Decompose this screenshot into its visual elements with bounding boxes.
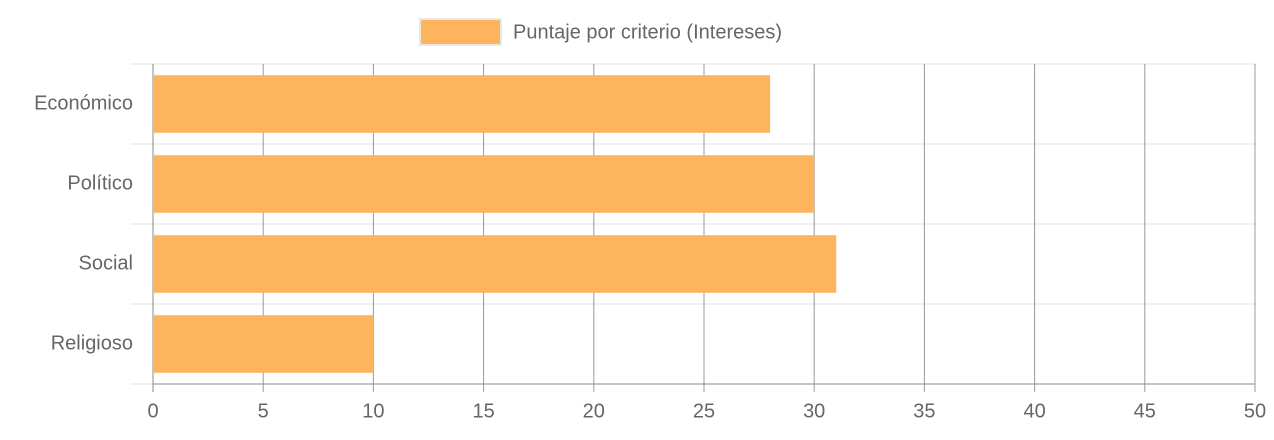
legend-swatch — [419, 18, 502, 46]
x-tick-label: 30 — [803, 400, 825, 422]
x-tick-label: 40 — [1023, 400, 1045, 422]
x-tick-label: 45 — [1134, 400, 1156, 422]
bar — [153, 315, 374, 373]
y-tick-label: Religioso — [51, 332, 133, 354]
y-tick-label: Social — [79, 252, 133, 274]
x-tick-label: 5 — [258, 400, 269, 422]
x-tick-label: 35 — [913, 400, 935, 422]
y-tick-label: Político — [67, 172, 133, 194]
x-tick-label: 25 — [693, 400, 715, 422]
x-tick-label: 20 — [583, 400, 605, 422]
legend-label: Puntaje por criterio (Intereses) — [513, 21, 782, 43]
bar — [153, 155, 815, 213]
legend: Puntaje por criterio (Intereses) — [419, 18, 782, 46]
x-tick-label: 0 — [147, 400, 158, 422]
x-tick-label: 10 — [362, 400, 384, 422]
x-tick-label: 15 — [472, 400, 494, 422]
y-tick-label: Económico — [34, 92, 133, 114]
bar — [153, 75, 771, 133]
bar — [153, 235, 837, 293]
x-tick-label: 50 — [1244, 400, 1266, 422]
